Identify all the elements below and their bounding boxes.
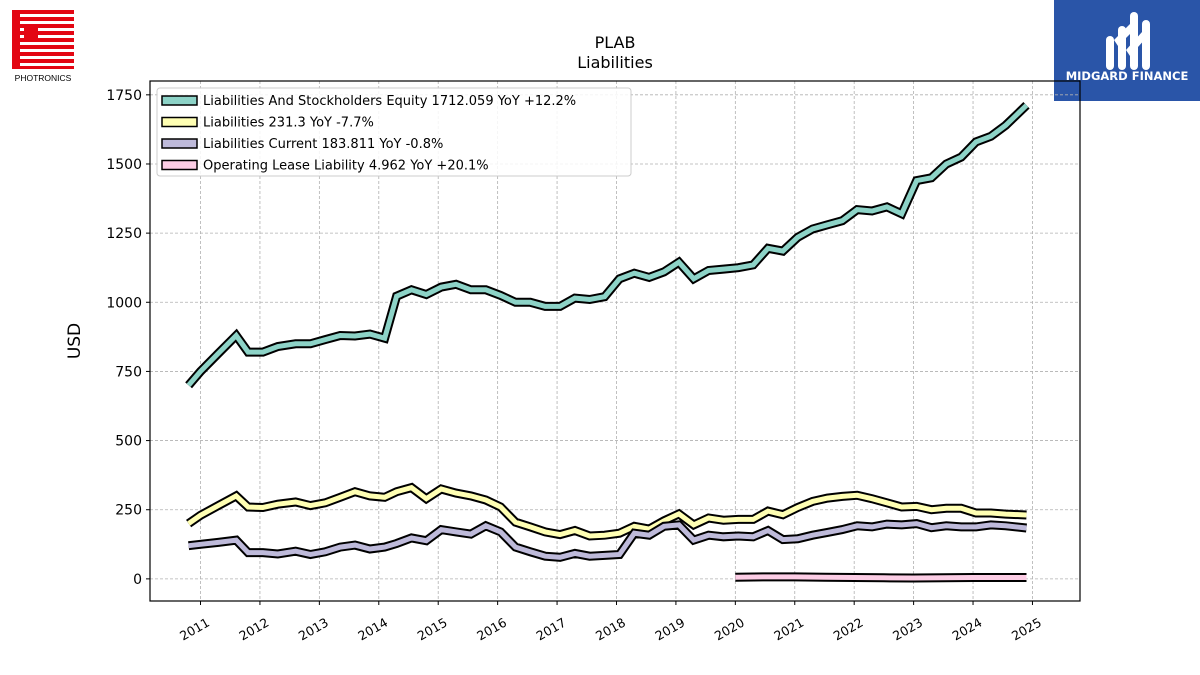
- x-tick-label: 2024: [949, 615, 984, 644]
- legend-label: Liabilities And Stockholders Equity 1712…: [203, 94, 576, 109]
- series-2: [188, 519, 1027, 562]
- plot-frame: [149, 80, 1081, 602]
- legend-swatch: [161, 159, 198, 171]
- x-tick-label: 2018: [593, 615, 628, 644]
- y-tick-label: 1000: [106, 295, 142, 311]
- y-tick-label: 0: [133, 572, 142, 588]
- midgard-finance-logo: MIDGARD FINANCE: [1054, 0, 1200, 101]
- x-tick-label: 2013: [296, 615, 331, 644]
- legend: Liabilities And Stockholders Equity 1712…: [156, 87, 632, 177]
- y-tick-label: 250: [115, 503, 142, 519]
- legend-label: Operating Lease Liability 4.962 YoY +20.…: [203, 159, 489, 174]
- x-tick-label: 2022: [831, 615, 866, 644]
- y-tick-label: 500: [115, 434, 142, 450]
- midgard-finance-logo-text: MIDGARD FINANCE: [1066, 69, 1189, 83]
- series-line: [188, 521, 1027, 560]
- y-tick-label: 1500: [106, 157, 142, 173]
- legend-swatch: [161, 95, 198, 106]
- series-0: [185, 102, 1030, 389]
- x-tick-label: 2015: [415, 615, 450, 644]
- x-tick-label: 2016: [474, 615, 509, 644]
- series-1: [186, 482, 1027, 541]
- legend-box: [156, 87, 632, 177]
- x-tick-label: 2014: [355, 615, 390, 644]
- x-tick-label: 2012: [236, 615, 271, 644]
- y-tick-label: 750: [115, 364, 142, 380]
- series-layer: [185, 102, 1030, 583]
- chart-subtitle: Liabilities: [577, 53, 653, 72]
- x-tick-label: 2019: [652, 615, 687, 644]
- legend-swatch: [161, 138, 198, 149]
- x-tick-label: 2020: [712, 615, 747, 644]
- x-tick-label: 2025: [1009, 615, 1044, 644]
- series-line: [735, 574, 1027, 581]
- chart-title: PLAB: [594, 33, 636, 52]
- legend-label: Liabilities Current 183.811 YoY -0.8%: [203, 137, 443, 152]
- x-tick-label: 2011: [177, 615, 212, 644]
- photronics-logo: PHOTRONICS: [12, 10, 74, 83]
- y-tick-label: 1250: [106, 226, 142, 242]
- photronics-logo-text: PHOTRONICS: [15, 73, 72, 83]
- x-tick-label: 2017: [534, 615, 569, 644]
- series-line: [187, 484, 1027, 539]
- legend-label: Liabilities 231.3 YoY -7.7%: [203, 116, 374, 131]
- x-tick-label: 2021: [771, 615, 806, 644]
- legend-swatch: [161, 116, 198, 128]
- x-tick-label: 2023: [890, 615, 925, 644]
- series-line: [186, 103, 1029, 387]
- y-tick-label: 1750: [106, 88, 142, 104]
- y-axis-label: USD: [65, 323, 85, 359]
- series-3: [735, 572, 1027, 583]
